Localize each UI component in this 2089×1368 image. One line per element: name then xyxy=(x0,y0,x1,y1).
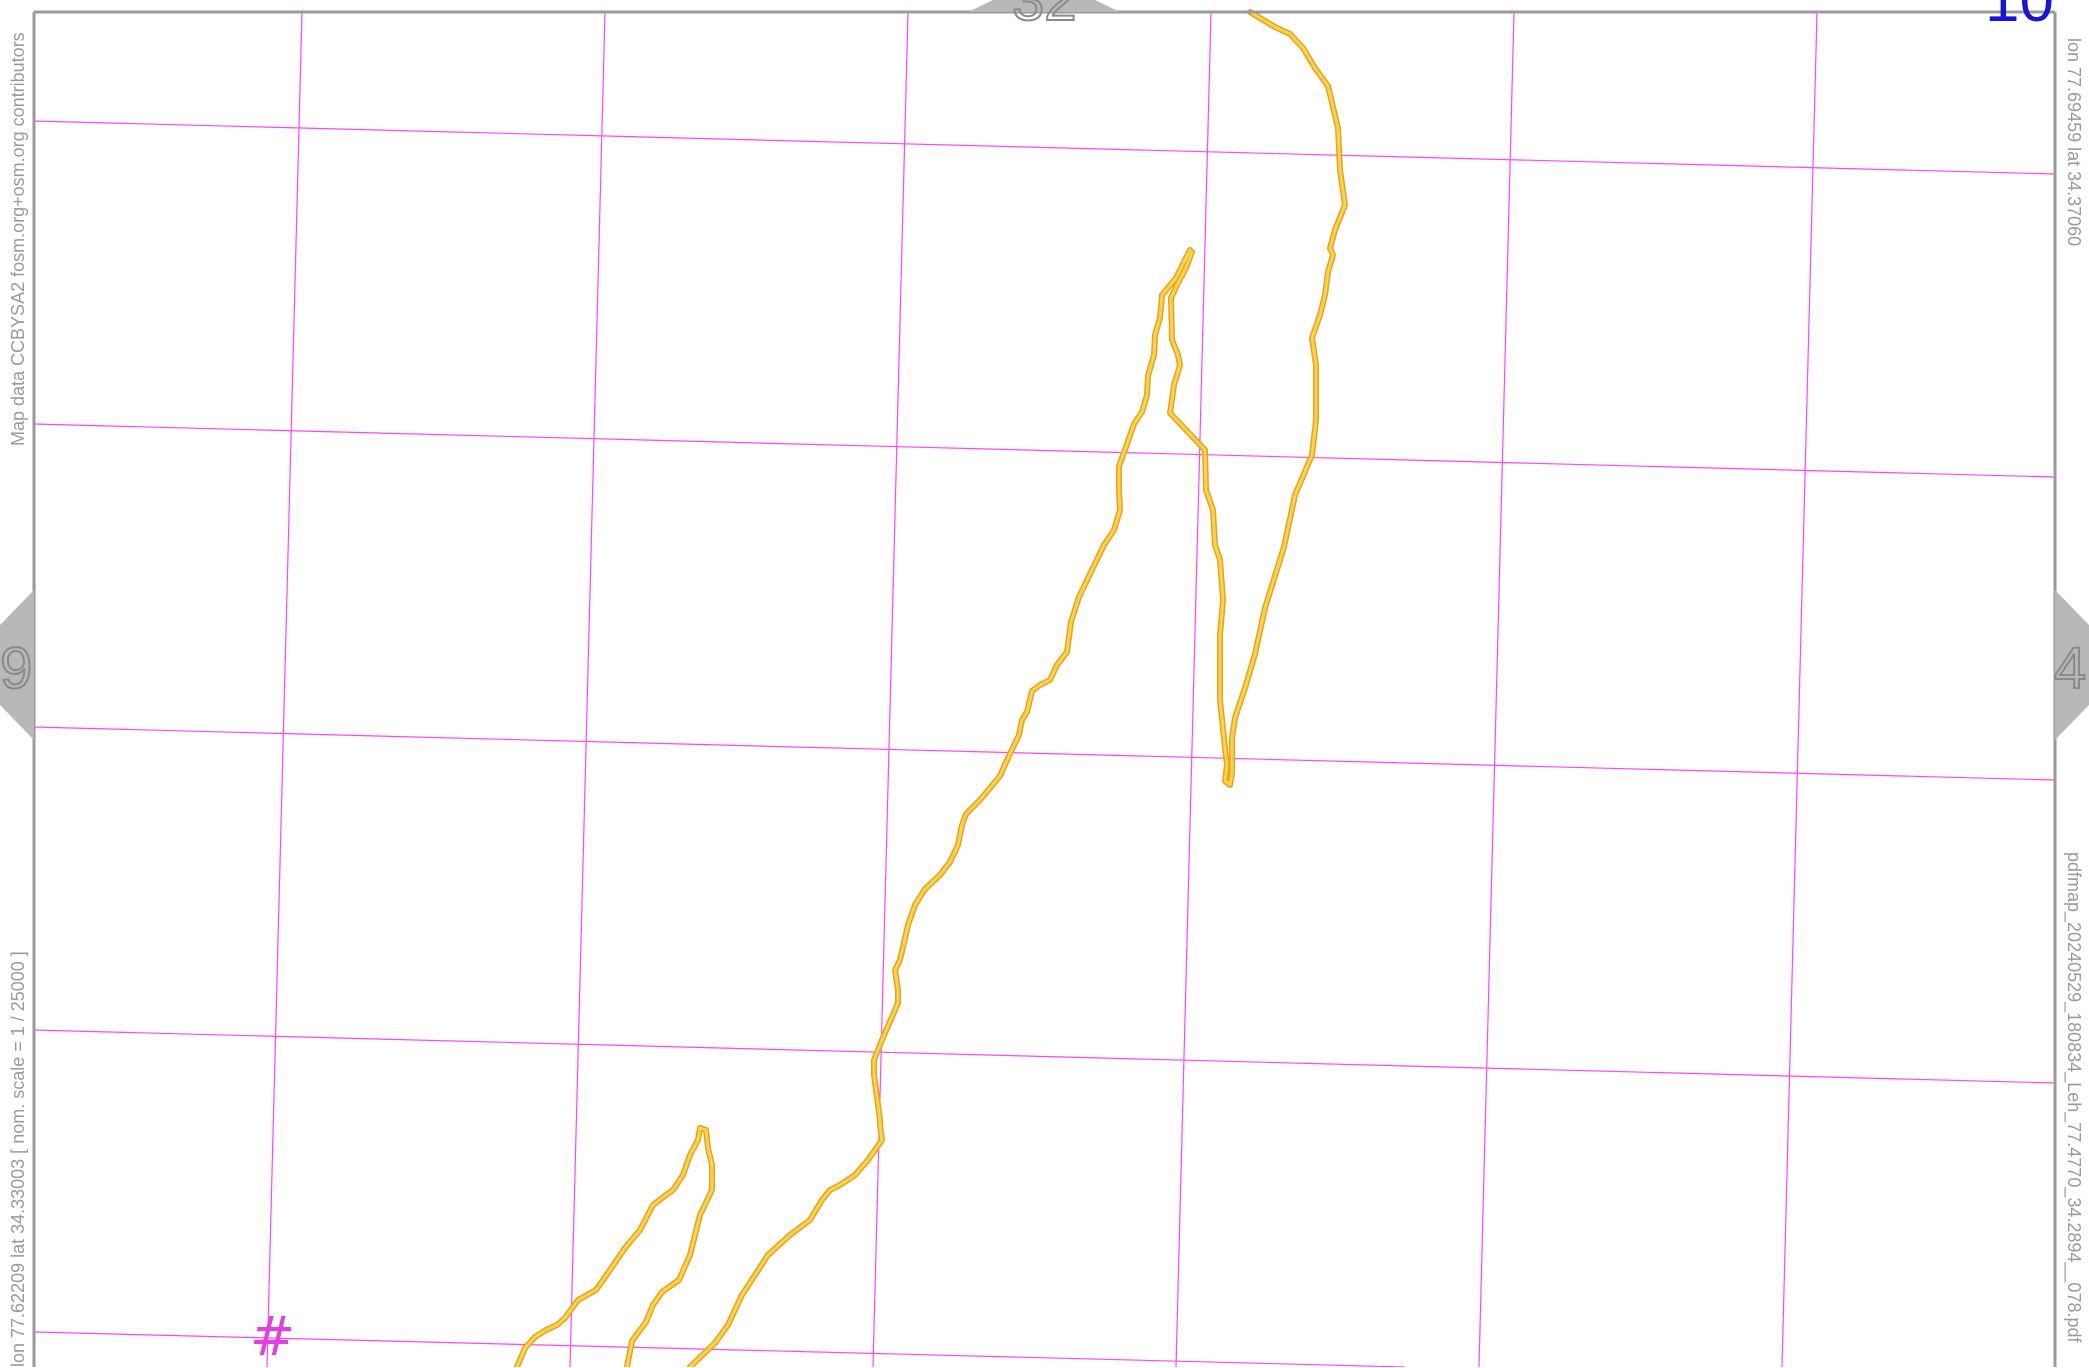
grid-line-v-2 xyxy=(569,11,606,1367)
grid-line-v-4 xyxy=(1175,11,1212,1367)
nav-arrow-top[interactable] xyxy=(968,0,1120,12)
grid-line-v-5 xyxy=(1478,11,1515,1367)
grid-line-v-6 xyxy=(1781,11,1818,1367)
grid-line-h-3 xyxy=(33,726,2056,781)
grid-line-h-2 xyxy=(33,423,2056,478)
nav-arrow-left[interactable] xyxy=(0,590,34,740)
grid-marker: # xyxy=(250,1305,296,1368)
nav-arrow-right[interactable] xyxy=(2055,590,2089,740)
filename-text: pdfmap_20240529_180834_Leh_77.4770_34.28… xyxy=(2064,852,2084,1343)
grid-line-h-4 xyxy=(33,1029,2056,1084)
grid-line-v-1 xyxy=(266,11,303,1367)
top-right-coordinates: lon 77.69459 lat 34.37060 xyxy=(2064,38,2084,247)
grid-line-h-1 xyxy=(33,120,2056,175)
grid-lines xyxy=(33,11,2056,1367)
nav-page-right[interactable]: 4 xyxy=(2053,636,2087,701)
attribution-text: Map data CCBYSA2 fosm.org+osm.org contri… xyxy=(8,32,28,446)
nav-page-left[interactable]: 9 xyxy=(0,636,33,701)
nav-page-top[interactable]: 32 xyxy=(1011,0,1078,33)
track-paths xyxy=(514,9,1348,1367)
page-number: 10 xyxy=(1985,0,2054,35)
bottom-left-coordinates: lon 77.62209 lat 34.33003 [ nom. scale =… xyxy=(8,951,28,1367)
